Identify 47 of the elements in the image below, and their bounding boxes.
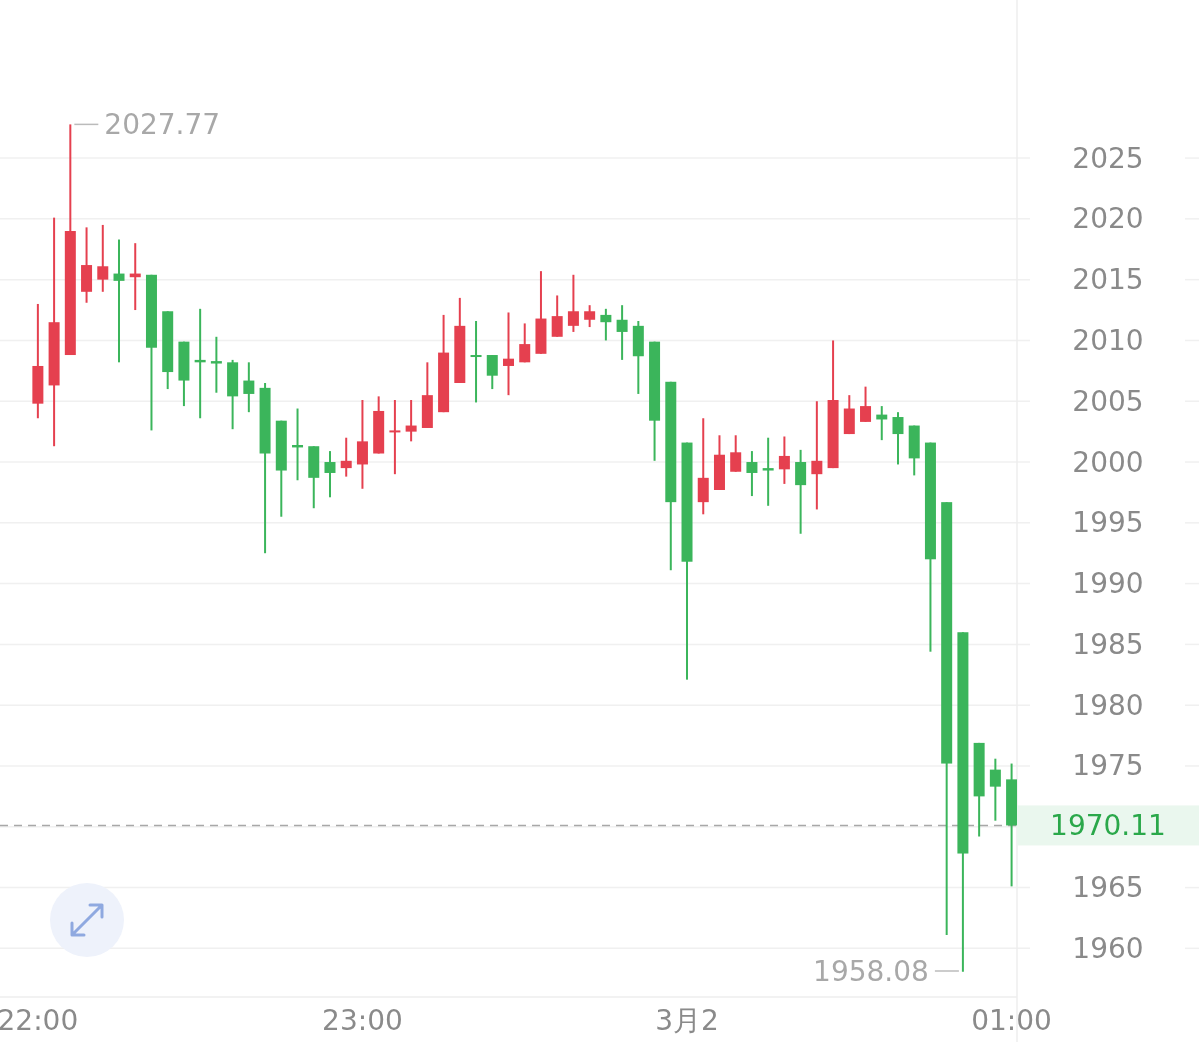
y-tick-label: 1990 (1072, 567, 1144, 601)
annotation: 2027.77 (104, 107, 221, 141)
candlestick (210, 335, 222, 394)
candlestick (519, 322, 531, 364)
candlestick (389, 399, 401, 476)
candlestick (746, 450, 758, 498)
y-tick-label: 2015 (1072, 263, 1144, 297)
y-tick-label: 1965 (1072, 871, 1144, 905)
candlestick (324, 450, 336, 499)
annotation: 1958.08 (813, 954, 929, 988)
candlestick (97, 223, 109, 293)
candlestick (811, 400, 823, 511)
candlestick (730, 434, 742, 473)
candlestick (551, 294, 563, 338)
candlestick (567, 273, 579, 333)
candlestick (356, 399, 368, 490)
candlestick (486, 354, 498, 391)
y-tick-label: 2020 (1072, 202, 1144, 236)
y-tick-label: 2025 (1072, 141, 1144, 175)
candlestick (600, 307, 612, 342)
x-tick-label: 23:00 (322, 1003, 403, 1037)
candlestick (989, 757, 1001, 822)
candlestick (113, 238, 125, 364)
y-tick-label: 1975 (1072, 749, 1144, 783)
x-tick-label: 22:00 (0, 1003, 79, 1037)
candlestick (778, 435, 790, 485)
candlestick (470, 319, 482, 404)
y-tick-label: 1995 (1072, 506, 1144, 540)
candlestick (503, 311, 514, 397)
y-tick-label: 2000 (1072, 445, 1144, 479)
candlestick (405, 399, 417, 443)
y-tick-label: 2010 (1072, 323, 1144, 357)
y-tick-label: 1985 (1072, 627, 1144, 661)
candlestick (616, 304, 628, 361)
x-tick-label: 3月2 (655, 1003, 719, 1037)
candlestick (795, 448, 807, 535)
candlestick (584, 304, 596, 329)
candlestick (892, 411, 904, 466)
x-tick-label: 01:00 (971, 1003, 1052, 1037)
candlestick (243, 361, 255, 414)
candlestick (762, 436, 774, 507)
y-tick-label: 1960 (1072, 931, 1144, 965)
candlestick (860, 385, 872, 423)
candlestick (340, 436, 352, 478)
y-tick-label: 1980 (1072, 688, 1144, 722)
y-tick-label: 2005 (1072, 384, 1144, 418)
ref-line-label: 1970.11 (1050, 808, 1166, 842)
